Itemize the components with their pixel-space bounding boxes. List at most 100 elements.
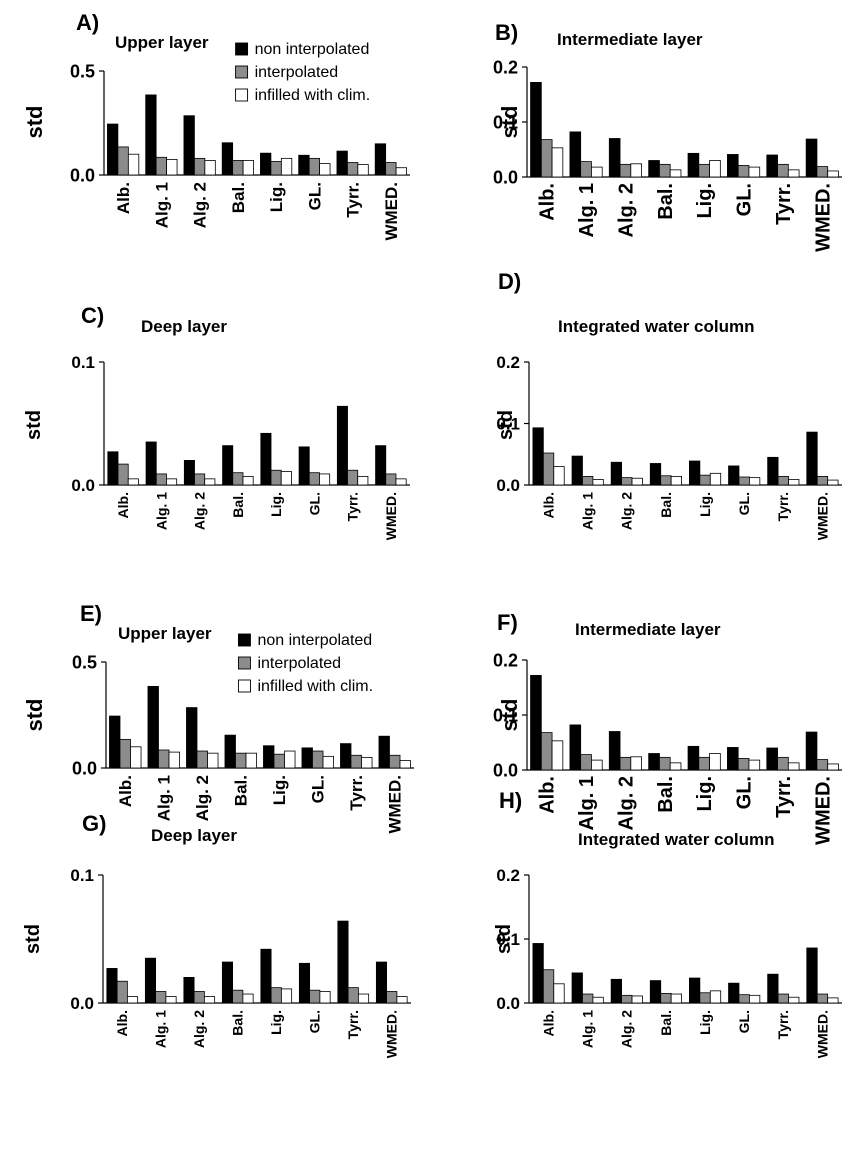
panel-d-y-tick-label: 0.0 [496, 476, 520, 495]
panel-e-bar-interpolated [273, 753, 285, 769]
panel-g-y-tick-label: 0.1 [70, 866, 94, 885]
panel-f-bar-infilled [709, 753, 721, 771]
panel-b-bar-infilled [787, 169, 800, 178]
panel-a-bar-infilled [395, 167, 407, 176]
panel-h-bar-infilled [749, 994, 761, 1004]
panel-e-bar-infilled [168, 751, 180, 769]
panel-f-bar-infilled [827, 763, 839, 771]
panel-e: E) Upper layer std 0.0 0.5 Alb. Alg. 1 Alg. 2 Ba… [22, 601, 414, 834]
panel-h: H) Integrated water column std 0.0 0.1 0.2 Alb… [493, 788, 842, 1058]
panel-c: C) Deep layer std 0.0 0.1 Alb. Alg. 1 Alg. 2 Bal… [23, 303, 410, 540]
panel-d-bar-non-interpolated [571, 455, 583, 486]
panel-b-y-tick-label: 0.2 [493, 57, 518, 77]
panel-e-bar-interpolated [312, 750, 324, 769]
panel-b-y-tick-label: 0.0 [493, 167, 518, 187]
panel-e-y-axis-label: std [22, 699, 47, 732]
panel-c-bar-infilled [166, 478, 178, 486]
panel-a-bar-interpolated [346, 162, 359, 176]
panel-e-bar-non-interpolated [186, 707, 198, 769]
panel-d-bar-infilled [592, 479, 604, 486]
panel-e-x-tick-label: Tyrr. [347, 775, 366, 811]
panel-a-bar-interpolated [308, 157, 321, 176]
panel-f-bar-interpolated [777, 756, 789, 771]
panel-f-bar-infilled [748, 759, 761, 771]
panel-f-bar-infilled [591, 759, 603, 771]
legend-swatch-infilled [237, 679, 251, 693]
panel-c-bar-interpolated [385, 473, 397, 486]
panel-c-x-tick-label: GL. [306, 492, 322, 515]
legend-swatch-non-interpolated [237, 633, 251, 647]
panel-h-bar-non-interpolated [571, 972, 583, 1004]
panel-b-bar-interpolated [659, 163, 671, 178]
panel-b-x-tick-label: Lig. [694, 183, 716, 219]
panel-d-bar-interpolated [816, 475, 829, 486]
panel-h-bar-infilled [670, 993, 682, 1004]
panel-g-bar-infilled [357, 993, 370, 1004]
panel-a-bar-interpolated [270, 161, 282, 176]
panel-h-bar-non-interpolated [728, 982, 740, 1004]
panel-d-bar-non-interpolated [806, 431, 818, 486]
panel-f-bar-interpolated [659, 756, 671, 771]
legend-label-infilled: infilled with clim. [255, 87, 371, 104]
panel-g-x-tick-label: Alg. 1 [153, 1010, 169, 1048]
panel-d-bar-infilled [670, 475, 682, 486]
panel-f: F) Intermediate layer std 0.0 0.1 0.2 Alb. Alg.… [493, 610, 842, 845]
panel-g-x-tick-label: Lig. [268, 1010, 284, 1035]
panel-d-bar-non-interpolated [610, 461, 622, 486]
panel-g-bar-interpolated [386, 991, 398, 1004]
panel-f-bar-infilled [669, 762, 682, 771]
panel-g-bar-interpolated [270, 987, 282, 1004]
panel-d-title: Integrated water column [558, 317, 754, 336]
panel-b-bar-non-interpolated [727, 154, 739, 178]
panel-g-bar-non-interpolated [298, 962, 311, 1004]
panel-h-bar-interpolated [621, 994, 633, 1004]
panel-e-bar-infilled [361, 757, 373, 769]
panel-h-x-tick-label: Alg. 1 [580, 1010, 596, 1048]
panel-h-bar-non-interpolated [767, 973, 779, 1004]
panel-g-bar-infilled [165, 996, 177, 1004]
panel-a-bar-non-interpolated [260, 152, 272, 176]
panel-f-x-tick-label: Lig. [694, 776, 716, 812]
panel-d-y-tick-label: 0.1 [496, 415, 520, 434]
panel-c-y-tick-label: 0.1 [71, 353, 95, 372]
panel-h-x-tick-label: Lig. [697, 1010, 713, 1035]
panel-h-y-axis-label: std [493, 924, 515, 954]
panel-c-bar-non-interpolated [260, 432, 272, 486]
panel-d-bar-interpolated [542, 452, 555, 486]
panel-c-bar-interpolated [347, 469, 359, 486]
panel-h-y-tick-label: 0.2 [496, 866, 520, 885]
panel-b-bar-infilled [827, 170, 839, 178]
panel-g-bar-non-interpolated [260, 948, 272, 1004]
panel-e-bar-infilled [322, 755, 334, 769]
panel-h-y-tick-label: 0.1 [496, 930, 520, 949]
panel-b-bar-infilled [669, 169, 682, 178]
panel-h-x-tick-label: WMED. [814, 1010, 830, 1058]
panel-d: D) Integrated water column std 0.0 0.1 0.2 Alb… [495, 269, 842, 540]
panel-e-bar-infilled [245, 752, 257, 769]
panel-b-bar-interpolated [698, 163, 710, 178]
panel-b-bar-interpolated [777, 163, 789, 178]
panel-f-bar-interpolated [816, 759, 829, 771]
panel-b-title: Intermediate layer [557, 30, 703, 49]
panel-a-title: Upper layer [115, 33, 209, 52]
panel-b-bar-interpolated [816, 166, 829, 178]
panel-e-bar-infilled [207, 752, 219, 769]
panel-g-bar-interpolated [309, 989, 321, 1004]
panel-e-x-tick-label: GL. [309, 775, 328, 803]
panel-a-bar-infilled [127, 153, 140, 176]
panel-c-bar-interpolated [117, 463, 129, 486]
panel-c-x-tick-label: Tyrr. [345, 492, 361, 521]
panel-e-x-tick-label: Alb. [116, 775, 135, 807]
panel-a-bar-non-interpolated [336, 150, 348, 176]
panel-f-bar-non-interpolated [727, 747, 739, 771]
panel-h-bar-infilled [592, 996, 604, 1004]
panel-d-bar-interpolated [660, 475, 672, 486]
panel-c-bar-interpolated [155, 473, 167, 486]
panel-c-x-tick-label: WMED. [383, 492, 399, 540]
panel-g-bar-non-interpolated [106, 968, 118, 1004]
panel-b-bar-interpolated [737, 165, 750, 178]
panel-f-bar-interpolated [580, 754, 592, 771]
panel-a-x-tick-label: Alb. [114, 182, 133, 214]
panel-c-bar-infilled [319, 473, 331, 486]
